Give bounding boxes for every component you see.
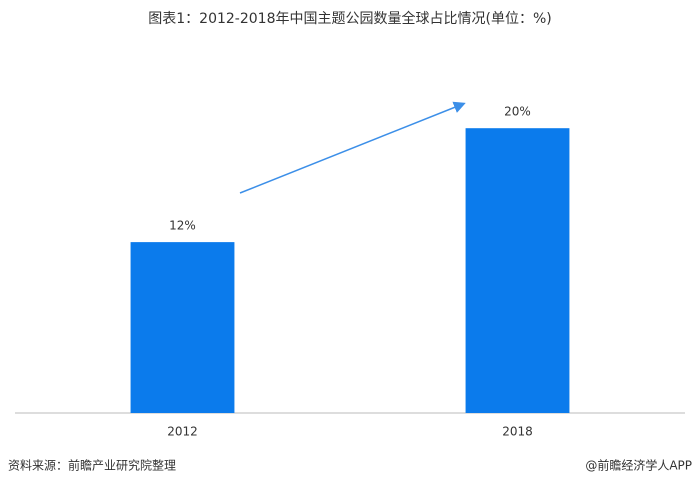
value-label: 20%: [504, 105, 531, 119]
credit-note: @前瞻经济学人APP: [585, 458, 692, 473]
trend-arrow: [239, 101, 466, 194]
bar: [130, 242, 235, 413]
bar: [465, 128, 570, 413]
x-tick-label: 2018: [502, 425, 533, 439]
x-tick-label: 2012: [167, 425, 198, 439]
source-note: 资料来源：前瞻产业研究院整理: [8, 458, 176, 473]
chart-title: 图表1：2012-2018年中国主题公园数量全球占比情况(单位：%): [148, 10, 551, 27]
value-label: 12%: [169, 219, 196, 233]
